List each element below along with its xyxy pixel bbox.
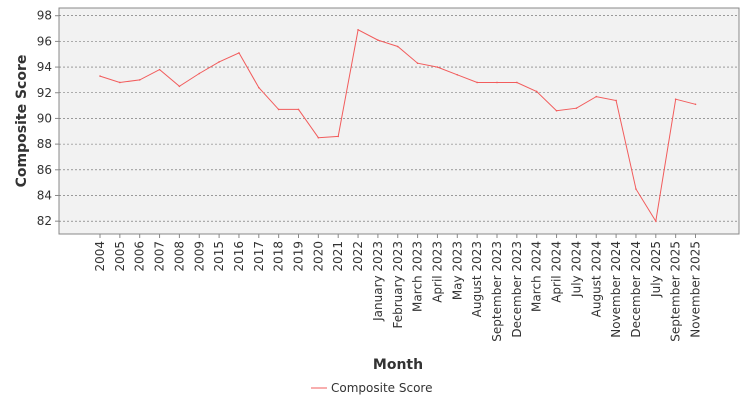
x-tick-label: August 2023	[470, 241, 484, 317]
data-point	[277, 108, 280, 111]
x-tick-label: December 2023	[510, 241, 524, 338]
x-tick-label: September 2025	[669, 241, 683, 342]
data-point	[436, 66, 439, 68]
x-tick-label: 2016	[232, 241, 246, 272]
x-tick-label: November 2025	[689, 241, 703, 338]
x-tick-label: November 2024	[609, 241, 623, 338]
data-point	[138, 79, 141, 81]
x-tick-label: September 2023	[490, 241, 504, 342]
x-tick-label: 2008	[172, 241, 186, 272]
data-point	[635, 188, 637, 190]
x-tick-label: March 2024	[530, 241, 544, 312]
x-tick-label: December 2024	[629, 241, 643, 338]
y-tick-label: 86	[37, 163, 52, 177]
data-point	[258, 86, 260, 89]
x-tick-label: January 2023	[371, 241, 385, 322]
x-tick-label: 2015	[212, 241, 226, 272]
data-point	[99, 75, 101, 77]
data-point	[377, 39, 379, 41]
x-tick-label: July 2025	[649, 241, 663, 298]
x-tick-label: 2005	[113, 241, 127, 272]
y-axis: 82 84 86 88 90 92 94 96 98	[37, 9, 59, 228]
data-point	[337, 135, 340, 138]
y-tick-label: 82	[37, 214, 52, 228]
x-tick-label: August 2024	[589, 241, 603, 317]
data-point	[317, 136, 320, 139]
legend-label: Composite Score	[331, 381, 432, 395]
x-tick-label: 2019	[292, 241, 306, 272]
data-point	[674, 98, 677, 100]
x-tick-label: 2021	[331, 241, 345, 272]
data-point	[357, 29, 359, 31]
y-axis-title: Composite Score	[14, 55, 30, 188]
data-point	[694, 103, 697, 106]
x-tick-label: 2022	[351, 241, 365, 272]
grid-lines	[59, 15, 739, 222]
y-tick-label: 90	[37, 111, 52, 125]
data-point	[516, 81, 518, 84]
x-tick-label: 2020	[311, 241, 325, 272]
x-tick-label: 2018	[272, 241, 286, 272]
data-point	[238, 52, 240, 54]
x-tick-label: April 2024	[550, 241, 564, 303]
data-point	[535, 90, 538, 93]
x-tick-label: 2007	[153, 241, 167, 272]
data-point	[218, 61, 220, 63]
data-point	[198, 72, 201, 75]
y-tick-label: 92	[37, 86, 52, 100]
data-point	[555, 109, 558, 112]
data-point	[119, 81, 121, 84]
x-tick-label: March 2023	[411, 241, 425, 312]
x-tick-label: 2004	[93, 241, 107, 272]
x-axis: 2004 2005 2006 2007 2008 2009 2015 2016 2017 2018…	[93, 234, 703, 342]
data-point	[575, 107, 578, 109]
x-axis-title: Month	[373, 357, 423, 373]
data-point	[496, 81, 498, 84]
y-tick-label: 88	[37, 137, 52, 151]
x-tick-label: April 2023	[430, 241, 444, 303]
plot-area	[58, 7, 740, 235]
data-point	[158, 68, 161, 71]
x-tick-label: 2017	[252, 241, 266, 272]
series-group	[99, 29, 697, 223]
data-point	[456, 73, 459, 76]
y-tick-label: 98	[37, 9, 52, 23]
y-tick-label: 94	[37, 60, 52, 74]
x-tick-label: February 2023	[391, 241, 405, 329]
data-point	[655, 220, 657, 222]
data-point	[615, 99, 617, 102]
x-tick-label: July 2024	[569, 241, 583, 298]
y-tick-label: 84	[37, 188, 52, 202]
data-point	[178, 85, 181, 88]
x-tick-label: 2006	[133, 241, 147, 272]
x-tick-label: May 2023	[450, 241, 464, 300]
x-tick-label: 2009	[192, 241, 206, 272]
y-tick-label: 96	[37, 34, 52, 48]
data-point	[297, 108, 300, 111]
data-point	[476, 81, 478, 84]
legend: Composite Score	[311, 381, 432, 395]
data-point	[595, 95, 598, 98]
data-point	[416, 62, 419, 65]
data-point	[396, 45, 399, 48]
